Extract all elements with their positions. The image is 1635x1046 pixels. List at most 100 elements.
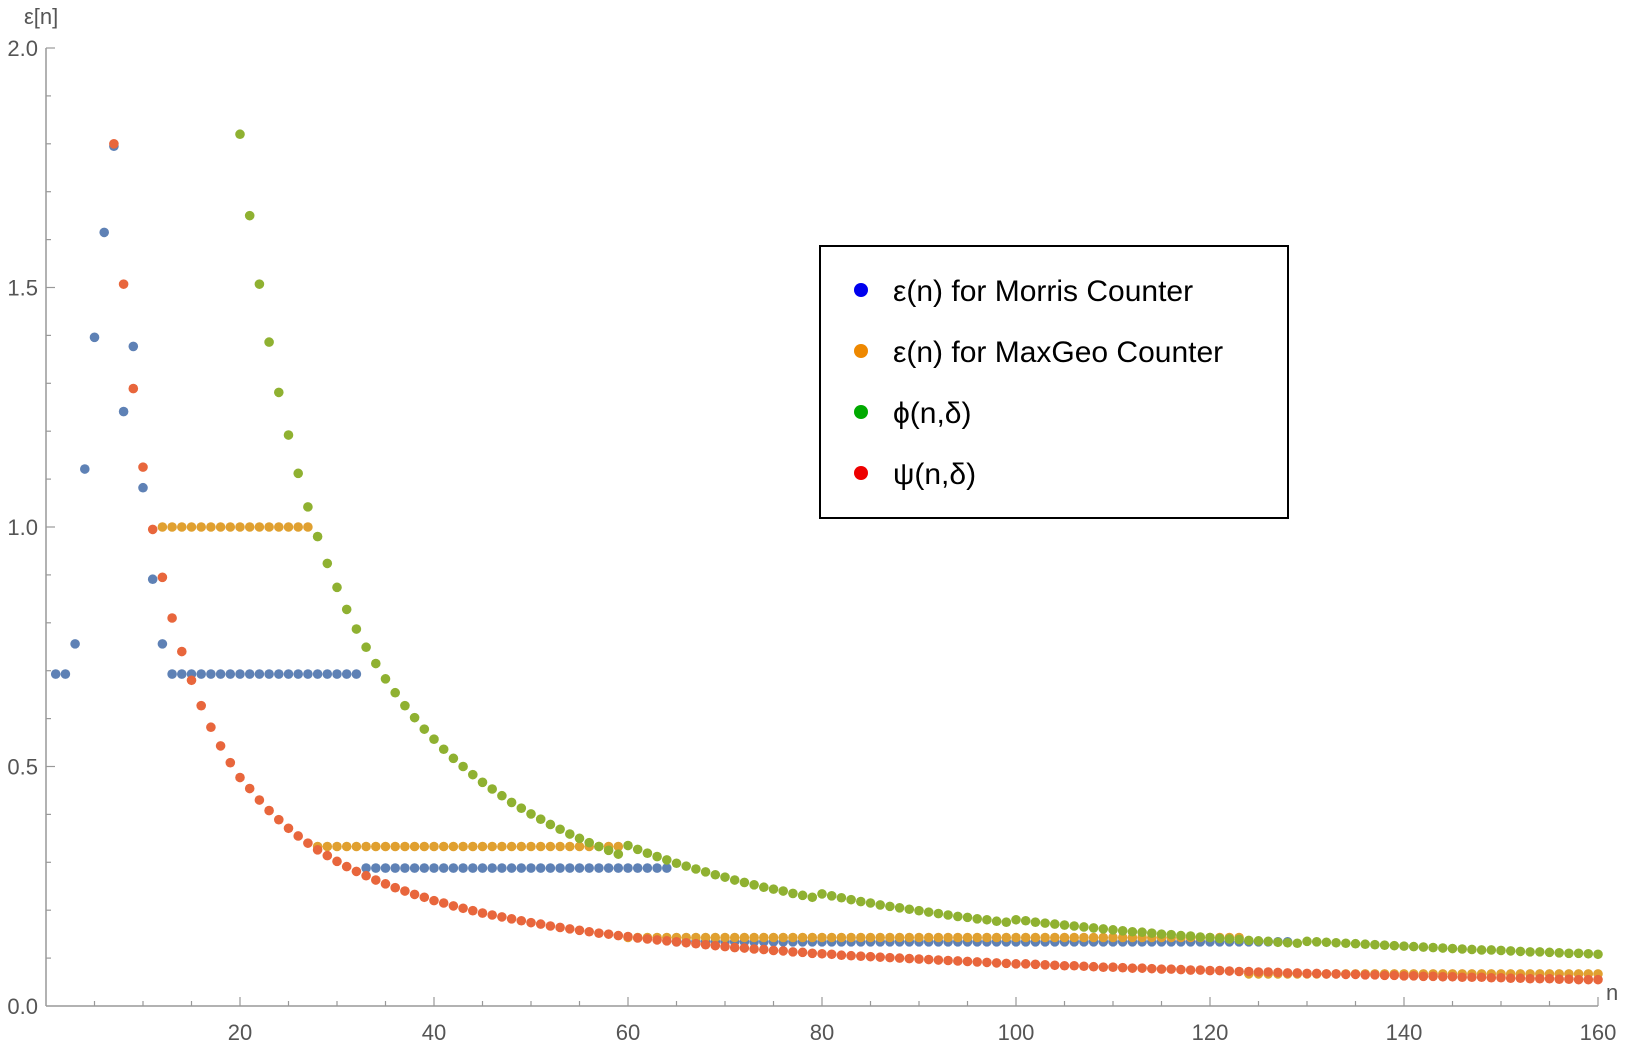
data-point [254,669,265,679]
data-point [1263,967,1273,977]
data-point [293,468,304,479]
data-point [1467,944,1477,955]
data-point [468,905,478,916]
data-point [274,814,284,825]
data-point [322,841,333,852]
data-point [768,945,779,956]
data-point [768,932,779,943]
data-point [933,932,944,943]
data-point [972,932,982,943]
data-point [1185,931,1196,941]
data-point [1408,941,1419,952]
data-point [594,928,604,938]
data-point [1059,960,1070,971]
data-point [603,863,614,873]
data-point [1030,932,1041,943]
data-point [419,724,430,734]
data-point [1156,964,1167,974]
legend-marker [854,283,868,297]
data-point [1476,945,1487,955]
data-point [429,841,439,852]
data-point [642,848,653,858]
data-point [933,908,944,919]
data-point [497,841,507,852]
legend-label: ψ(n,δ) [893,458,976,491]
data-point [691,938,701,949]
data-point [458,903,468,914]
data-point [244,783,255,794]
data-point [846,932,856,943]
data-point [962,932,973,943]
data-point [1147,928,1157,938]
data-point [118,406,129,417]
data-point [846,894,856,905]
data-point [206,669,216,679]
data-point [584,926,594,937]
data-point [351,841,362,852]
legend-items: ε(n) for Morris Counter ε(n) for MaxGeo C… [854,275,1223,491]
data-point [438,841,449,852]
data-point [826,949,837,960]
data-point [167,613,177,623]
data-point [1583,974,1594,985]
data-point [759,932,769,943]
data-point [341,861,352,872]
data-point [1399,971,1409,981]
data-point [1244,935,1254,946]
data-point [545,819,556,830]
data-point [613,863,624,873]
legend-label: ϕ(n,δ) [893,397,972,430]
data-point [700,932,711,943]
data-point [361,841,371,852]
data-point [332,841,342,852]
data-point [1137,963,1147,973]
data-point [429,895,439,906]
data-point [167,522,177,532]
data-point [264,337,274,347]
data-point [1273,967,1283,978]
data-point [1098,932,1109,943]
data-point [215,741,226,751]
data-point [429,734,439,744]
data-point [1244,966,1254,977]
data-point [177,669,187,679]
data-point [438,744,449,755]
data-point [1554,974,1564,984]
data-point [1476,972,1487,983]
data-point [332,669,342,679]
data-point [865,932,876,943]
data-point [235,129,245,140]
data-point [778,886,788,896]
data-point [409,889,420,900]
data-point [506,914,517,924]
data-point [1341,938,1351,949]
data-point [729,942,740,953]
x-tick-label: 40 [422,1020,446,1045]
data-point [1496,972,1506,983]
data-point [535,919,546,929]
data-point [623,840,633,851]
data-point [1059,920,1070,930]
data-point [1467,972,1477,983]
data-point [729,932,740,943]
data-point [1234,966,1244,977]
data-point [594,863,604,873]
data-point [720,932,730,943]
data-point [477,841,488,852]
series-3-points [109,139,1603,985]
data-point [303,669,313,679]
data-point [1350,938,1361,949]
data-point [380,879,391,889]
data-point [371,841,381,852]
data-point [1214,933,1225,944]
data-point [836,932,847,943]
data-point [535,814,546,824]
data-point [1515,973,1526,984]
data-point [720,872,730,882]
data-point [1059,932,1070,943]
data-point [1505,946,1516,956]
data-point [196,700,206,711]
data-point [1418,971,1429,982]
data-point [206,522,216,532]
